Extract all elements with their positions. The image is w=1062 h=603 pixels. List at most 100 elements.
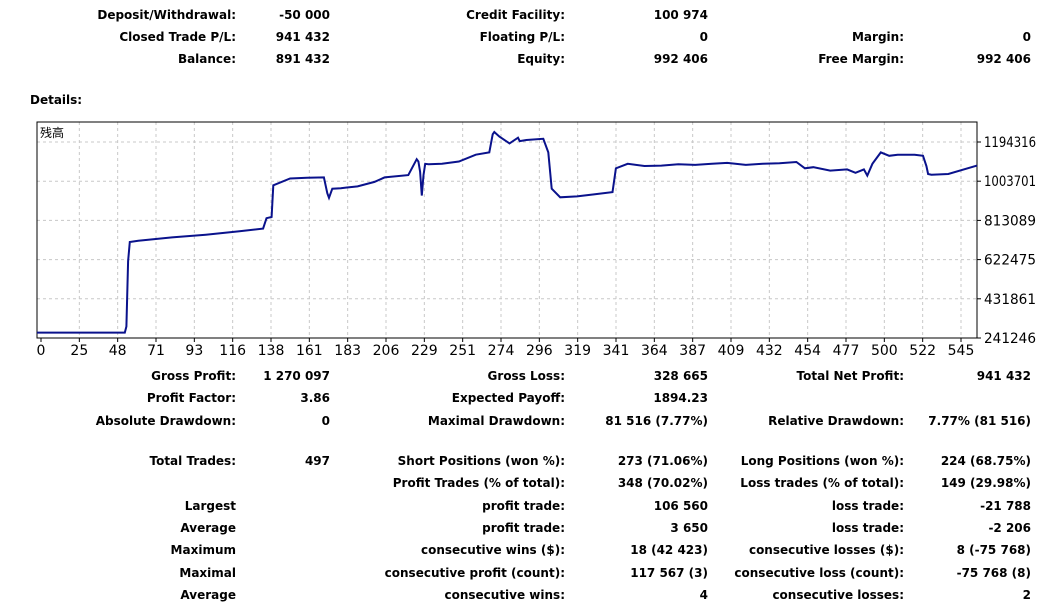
maximal-consecutive-profit-value: 117 567 (3) xyxy=(630,566,708,580)
free-margin-value: 992 406 xyxy=(976,52,1031,66)
average-consecutive-losses-label: consecutive losses: xyxy=(772,588,904,602)
credit-facility-value: 100 974 xyxy=(653,8,708,22)
gross-loss-label: Gross Loss: xyxy=(487,369,565,383)
balance-label: Balance: xyxy=(177,52,236,66)
y-tick-label: 431861 xyxy=(984,292,1036,308)
absolute-drawdown-label: Absolute Drawdown: xyxy=(95,414,236,428)
deposit-withdrawal-label: Deposit/Withdrawal: xyxy=(97,8,236,22)
total-trades-label: Total Trades: xyxy=(149,454,236,468)
x-tick-label: 274 xyxy=(488,343,515,359)
x-tick-label: 387 xyxy=(679,343,706,359)
gross-loss-value: 328 665 xyxy=(653,369,708,383)
floating-pl-label: Floating P/L: xyxy=(479,30,565,44)
y-tick-label: 813089 xyxy=(984,213,1036,229)
margin-value: 0 xyxy=(1022,30,1031,44)
maximal-drawdown-value: 81 516 (7.77%) xyxy=(605,414,708,428)
y-tick-label: 1003701 xyxy=(984,174,1036,190)
relative-drawdown-label: Relative Drawdown: xyxy=(768,414,904,428)
profit-trades-value: 348 (70.02%) xyxy=(617,476,708,490)
floating-pl-value: 0 xyxy=(699,30,708,44)
x-tick-label: 296 xyxy=(526,343,553,359)
maximum-label: Maximum xyxy=(170,543,236,557)
x-tick-label: 454 xyxy=(794,343,821,359)
long-positions-value: 224 (68.75%) xyxy=(940,454,1031,468)
x-tick-label: 93 xyxy=(185,343,203,359)
max-consecutive-wins-label: consecutive wins ($): xyxy=(420,543,565,557)
x-tick-label: 545 xyxy=(948,343,975,359)
margin-label: Margin: xyxy=(851,30,904,44)
relative-drawdown-value: 7.77% (81 516) xyxy=(928,414,1031,428)
maximal-consecutive-profit-label: consecutive profit (count): xyxy=(384,566,565,580)
x-tick-label: 319 xyxy=(564,343,591,359)
absolute-drawdown-value: 0 xyxy=(321,414,330,428)
x-tick-label: 71 xyxy=(147,343,165,359)
y-tick-label: 622475 xyxy=(984,253,1036,269)
largest-label: Largest xyxy=(184,499,236,513)
long-positions-label: Long Positions (won %): xyxy=(740,454,904,468)
max-consecutive-losses-label: consecutive losses ($): xyxy=(748,543,904,557)
x-tick-label: 500 xyxy=(871,343,898,359)
x-tick-label: 364 xyxy=(641,343,668,359)
x-tick-label: 522 xyxy=(909,343,936,359)
x-tick-label: 432 xyxy=(756,343,783,359)
balance-value: 891 432 xyxy=(275,52,330,66)
x-tick-label: 477 xyxy=(833,343,860,359)
average-label: Average xyxy=(180,521,236,535)
x-tick-label: 183 xyxy=(334,343,361,359)
expected-payoff-value: 1894.23 xyxy=(653,391,708,405)
largest-loss-trade-label: loss trade: xyxy=(831,499,904,513)
largest-profit-trade-value: 106 560 xyxy=(653,499,708,513)
x-tick-label: 116 xyxy=(219,343,246,359)
maximal-drawdown-label: Maximal Drawdown: xyxy=(427,414,565,428)
average-consecutive-wins-value: 4 xyxy=(699,588,708,602)
y-tick-label: 1194316 xyxy=(984,135,1036,151)
average-loss-trade-value: -2 206 xyxy=(988,521,1031,535)
x-tick-label: 229 xyxy=(411,343,438,359)
chart-frame xyxy=(36,121,978,339)
short-positions-label: Short Positions (won %): xyxy=(397,454,565,468)
total-net-profit-label: Total Net Profit: xyxy=(796,369,904,383)
average-loss-trade-label: loss trade: xyxy=(831,521,904,535)
average-consecutive-losses-value: 2 xyxy=(1022,588,1031,602)
details-label: Details: xyxy=(30,93,83,107)
x-tick-label: 161 xyxy=(296,343,323,359)
expected-payoff-label: Expected Payoff: xyxy=(451,391,565,405)
balance-line xyxy=(37,130,978,334)
x-tick-label: 138 xyxy=(258,343,285,359)
largest-profit-trade-label: profit trade: xyxy=(482,499,565,513)
x-tick-label: 48 xyxy=(109,343,127,359)
deposit-withdrawal-value: -50 000 xyxy=(279,8,330,22)
equity-value: 992 406 xyxy=(653,52,708,66)
x-tick-label: 409 xyxy=(718,343,745,359)
profit-factor-label: Profit Factor: xyxy=(146,391,236,405)
profit-factor-value: 3.86 xyxy=(300,391,330,405)
closed-trade-pl-value: 941 432 xyxy=(275,30,330,44)
gross-profit-value: 1 270 097 xyxy=(263,369,330,383)
max-consecutive-wins-value: 18 (42 423) xyxy=(630,543,708,557)
short-positions-value: 273 (71.06%) xyxy=(617,454,708,468)
total-trades-value: 497 xyxy=(304,454,330,468)
maximal-consecutive-loss-label: consecutive loss (count): xyxy=(734,566,904,580)
maximal-consecutive-loss-value: -75 768 (8) xyxy=(956,566,1031,580)
x-tick-label: 25 xyxy=(70,343,88,359)
x-tick-label: 251 xyxy=(449,343,476,359)
y-tick-label: 241246 xyxy=(984,331,1036,347)
chart-title: 残高 xyxy=(40,125,64,140)
total-net-profit-value: 941 432 xyxy=(976,369,1031,383)
profit-trades-label: Profit Trades (% of total): xyxy=(392,476,565,490)
average-profit-trade-label: profit trade: xyxy=(482,521,565,535)
x-tick-label: 0 xyxy=(37,343,46,359)
largest-loss-trade-value: -21 788 xyxy=(980,499,1031,513)
free-margin-label: Free Margin: xyxy=(818,52,904,66)
average-profit-trade-value: 3 650 xyxy=(670,521,708,535)
x-tick-label: 341 xyxy=(603,343,630,359)
x-tick-label: 206 xyxy=(373,343,400,359)
equity-label: Equity: xyxy=(517,52,565,66)
loss-trades-label: Loss trades (% of total): xyxy=(740,476,904,490)
average-consecutive-label: Average xyxy=(180,588,236,602)
maximal-label: Maximal xyxy=(179,566,236,580)
closed-trade-pl-label: Closed Trade P/L: xyxy=(119,30,236,44)
loss-trades-value: 149 (29.98%) xyxy=(940,476,1031,490)
gross-profit-label: Gross Profit: xyxy=(151,369,236,383)
